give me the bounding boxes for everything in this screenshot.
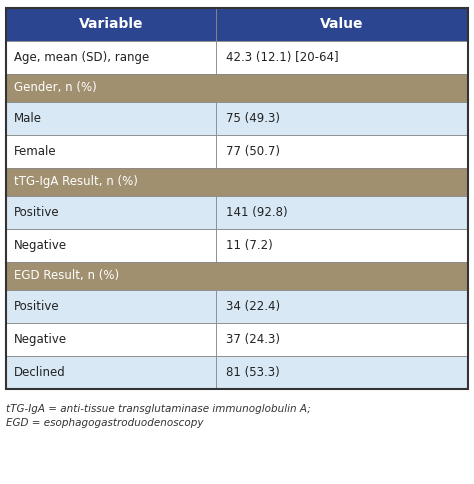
- Bar: [216, 323, 468, 356]
- Text: Negative: Negative: [14, 239, 67, 252]
- Bar: [6, 102, 216, 135]
- Bar: [216, 102, 468, 135]
- Text: tTG-IgA = anti-tissue transglutaminase immunoglobulin A;: tTG-IgA = anti-tissue transglutaminase i…: [6, 404, 311, 414]
- Bar: [216, 41, 468, 74]
- Bar: [216, 135, 468, 168]
- Text: Male: Male: [14, 112, 42, 125]
- Text: 77 (50.7): 77 (50.7): [226, 145, 280, 158]
- Bar: [6, 196, 216, 229]
- Text: tTG-IgA Result, n (%): tTG-IgA Result, n (%): [14, 176, 138, 188]
- Text: EGD = esophagogastroduodenoscopy: EGD = esophagogastroduodenoscopy: [6, 418, 203, 428]
- Text: Age, mean (SD), range: Age, mean (SD), range: [14, 51, 149, 64]
- Bar: [216, 356, 468, 389]
- Bar: [6, 356, 216, 389]
- Bar: [6, 290, 216, 323]
- Bar: [216, 8, 468, 41]
- Bar: [6, 262, 468, 290]
- Bar: [6, 168, 468, 196]
- Text: Variable: Variable: [79, 17, 143, 31]
- Text: Declined: Declined: [14, 366, 66, 379]
- Bar: [6, 8, 216, 41]
- Text: 11 (7.2): 11 (7.2): [226, 239, 273, 252]
- Bar: [6, 229, 216, 262]
- Bar: [6, 8, 468, 389]
- Bar: [6, 41, 216, 74]
- Text: 81 (53.3): 81 (53.3): [226, 366, 280, 379]
- Bar: [216, 196, 468, 229]
- Bar: [216, 229, 468, 262]
- Text: 34 (22.4): 34 (22.4): [226, 300, 280, 313]
- Text: Gender, n (%): Gender, n (%): [14, 81, 97, 94]
- Bar: [6, 323, 216, 356]
- Text: Positive: Positive: [14, 300, 60, 313]
- Text: Female: Female: [14, 145, 56, 158]
- Text: EGD Result, n (%): EGD Result, n (%): [14, 270, 119, 283]
- Text: 42.3 (12.1) [20-64]: 42.3 (12.1) [20-64]: [226, 51, 339, 64]
- Bar: [6, 74, 468, 102]
- Text: Value: Value: [320, 17, 364, 31]
- Text: Positive: Positive: [14, 206, 60, 219]
- Text: 75 (49.3): 75 (49.3): [226, 112, 280, 125]
- Bar: [216, 290, 468, 323]
- Text: Negative: Negative: [14, 333, 67, 346]
- Text: 141 (92.8): 141 (92.8): [226, 206, 288, 219]
- Text: 37 (24.3): 37 (24.3): [226, 333, 280, 346]
- Bar: [6, 135, 216, 168]
